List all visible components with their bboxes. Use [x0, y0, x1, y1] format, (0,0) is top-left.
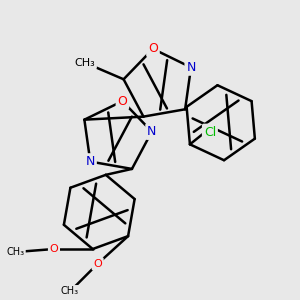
- Text: O: O: [118, 94, 128, 108]
- Text: O: O: [50, 244, 58, 254]
- Text: O: O: [148, 42, 158, 55]
- Text: N: N: [85, 155, 95, 168]
- Text: O: O: [93, 259, 102, 269]
- Text: N: N: [186, 61, 196, 74]
- Text: CH₃: CH₃: [74, 58, 95, 68]
- Text: CH₃: CH₃: [6, 247, 24, 257]
- Text: CH₃: CH₃: [61, 286, 79, 296]
- Text: Cl: Cl: [204, 125, 216, 139]
- Text: N: N: [147, 125, 157, 138]
